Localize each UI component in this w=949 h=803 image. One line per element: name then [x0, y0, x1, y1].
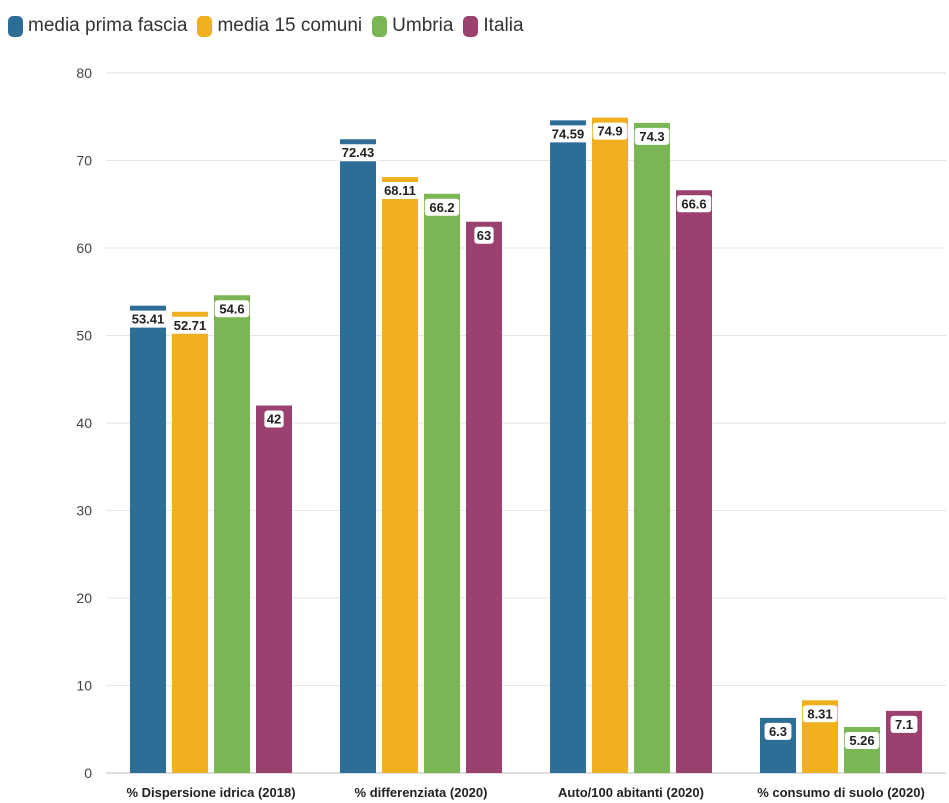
- bar[interactable]: [214, 295, 250, 773]
- data-label: 74.59: [552, 126, 585, 141]
- legend-label: media prima fascia: [28, 15, 188, 36]
- labels: 0 10 20 30 40 50 60 70 80 53.41 52.71 54.6 42 % Dispe…: [76, 65, 924, 800]
- legend-swatch: [372, 15, 388, 37]
- data-label: 66.2: [429, 200, 454, 215]
- y-tick-label: 40: [76, 415, 92, 431]
- bar[interactable]: [466, 221, 502, 773]
- bar[interactable]: [634, 122, 670, 773]
- y-tick-label: 0: [84, 765, 92, 781]
- data-label-bg: [634, 127, 670, 145]
- y-tick-label: 60: [76, 240, 92, 256]
- data-label-bg: [127, 310, 169, 328]
- data-label-bg: [764, 722, 792, 740]
- data-label-bg: [214, 300, 250, 318]
- legend-swatch: [197, 15, 213, 37]
- y-tick-label: 70: [76, 153, 92, 169]
- data-label: 66.6: [681, 196, 706, 211]
- legend-label: media 15 comuni: [217, 15, 363, 36]
- data-label-bg: [676, 195, 712, 213]
- y-tick-label: 80: [76, 65, 92, 81]
- bar[interactable]: [592, 117, 628, 773]
- data-label-bg: [592, 122, 628, 140]
- data-label: 54.6: [219, 301, 244, 316]
- data-label-bg: [802, 705, 838, 723]
- data-label-bg: [547, 125, 589, 143]
- data-label-bg: [474, 226, 494, 244]
- data-label: 42: [267, 412, 281, 427]
- y-tick-label: 10: [76, 678, 92, 694]
- bars: [130, 117, 922, 774]
- bar[interactable]: [256, 405, 292, 774]
- legend-swatch: [8, 15, 23, 37]
- x-category-label: % differenziata (2020): [355, 785, 488, 800]
- bar[interactable]: [382, 177, 418, 774]
- data-label: 52.71: [174, 318, 207, 333]
- x-category-label: Auto/100 abitanti (2020): [558, 785, 704, 800]
- data-label-bg: [337, 144, 379, 162]
- data-label-bg: [890, 715, 918, 733]
- data-label-bg: [169, 316, 211, 334]
- data-label: 53.41: [132, 312, 165, 327]
- x-category-label: % consumo di suolo (2020): [757, 785, 925, 800]
- bar[interactable]: [172, 311, 208, 773]
- data-label-bg: [844, 731, 880, 749]
- y-tick-label: 30: [76, 503, 92, 519]
- data-label: 8.31: [807, 706, 832, 721]
- legend: media prima fascia media 15 comuni Umbri…: [8, 12, 528, 40]
- data-label: 68.11: [384, 183, 416, 198]
- data-label-bg: [379, 182, 421, 200]
- legend-item-media-15-comuni[interactable]: media 15 comuni: [197, 15, 362, 37]
- bar[interactable]: [676, 190, 712, 773]
- data-label: 74.9: [597, 124, 622, 139]
- data-label-bg: [424, 198, 460, 216]
- bar[interactable]: [340, 139, 376, 774]
- data-label: 72.43: [342, 145, 375, 160]
- data-label: 5.26: [849, 733, 874, 748]
- x-category-label: % Dispersione idrica (2018): [126, 785, 295, 800]
- bar[interactable]: [130, 305, 166, 773]
- data-label: 63: [477, 228, 491, 243]
- data-label: 6.3: [769, 724, 787, 739]
- legend-label: Umbria: [392, 15, 454, 36]
- y-tick-label: 50: [76, 328, 92, 344]
- data-label: 7.1: [895, 717, 913, 732]
- legend-swatch: [463, 15, 479, 37]
- data-label-bg: [264, 410, 284, 428]
- legend-item-umbria[interactable]: Umbria: [372, 15, 453, 37]
- y-tick-label: 20: [76, 590, 92, 606]
- legend-item-media-prima-fascia[interactable]: media prima fascia: [8, 15, 187, 37]
- legend-label: Italia: [483, 15, 524, 36]
- data-label: 74.3: [639, 129, 664, 144]
- bar[interactable]: [550, 120, 586, 773]
- legend-item-italia[interactable]: Italia: [463, 15, 524, 37]
- bar[interactable]: [424, 193, 460, 773]
